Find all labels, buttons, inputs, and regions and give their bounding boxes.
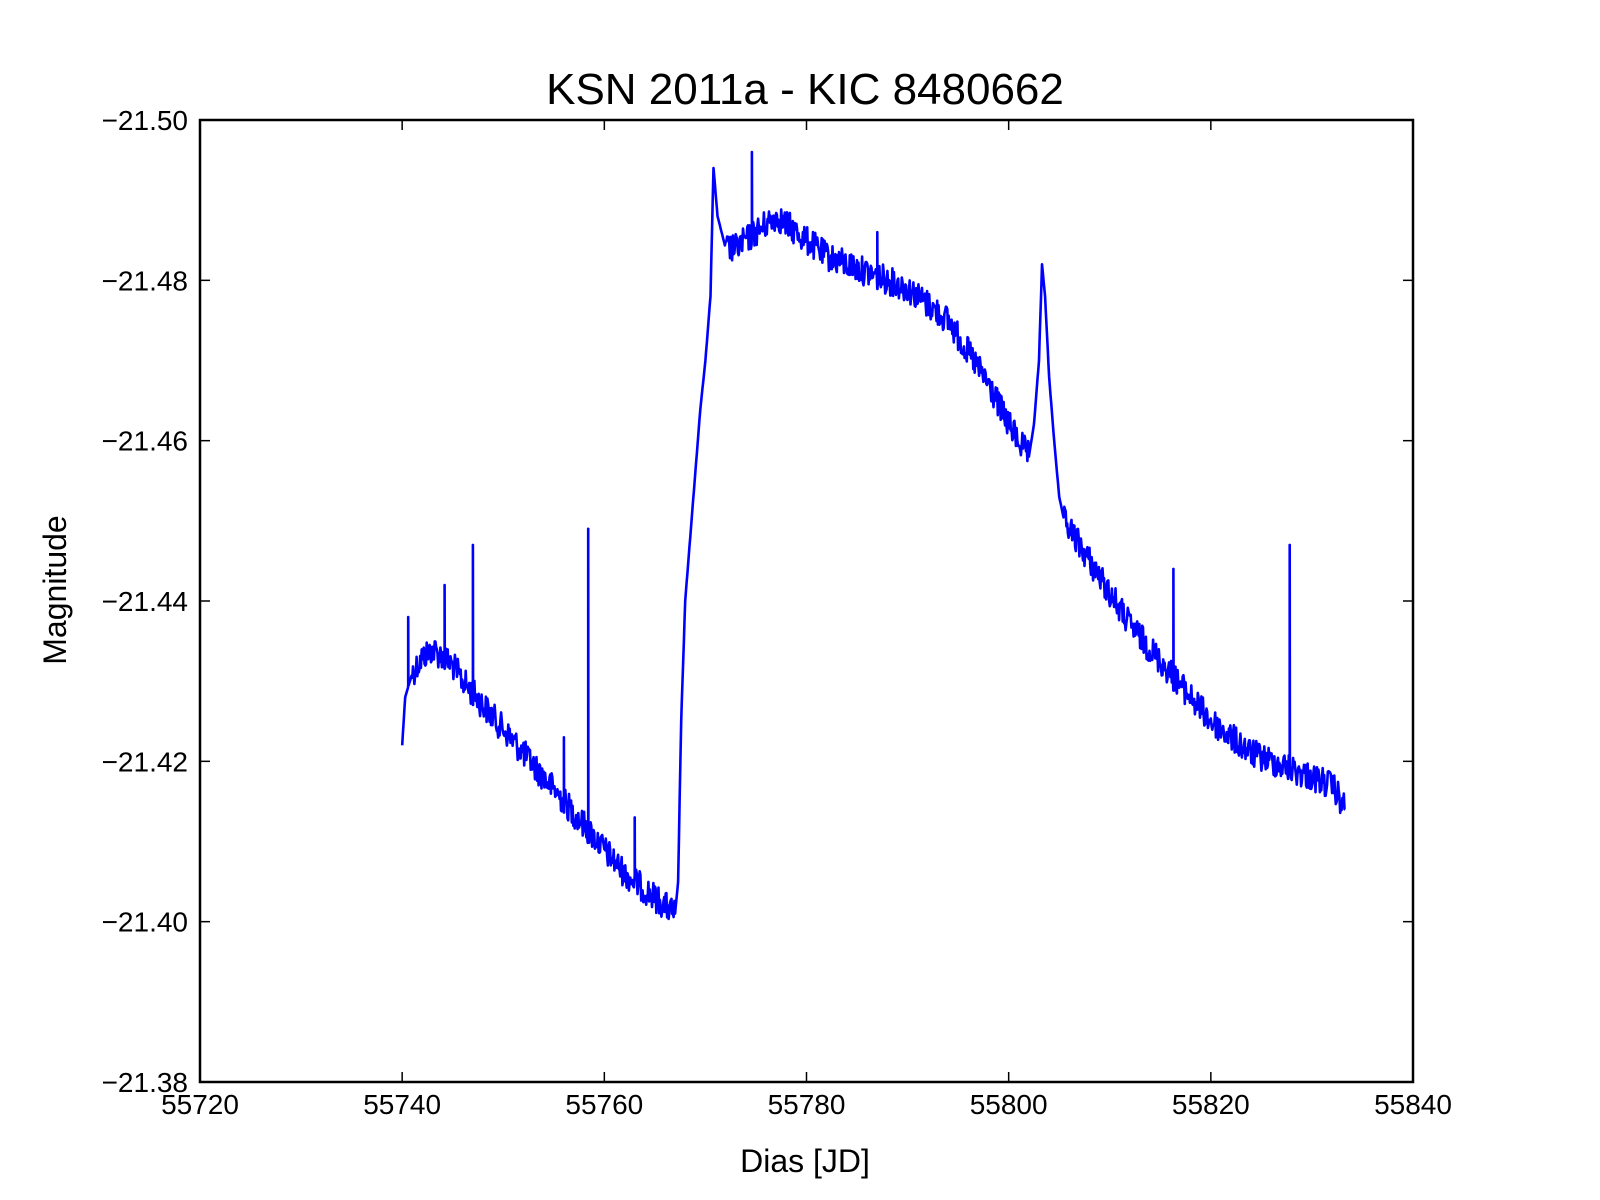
x-tick-label: 55780 xyxy=(768,1089,846,1120)
x-axis-title: Dias [JD] xyxy=(740,1143,870,1179)
y-tick-label: −21.46 xyxy=(102,426,188,457)
y-tick-label: −21.48 xyxy=(102,265,188,296)
y-tick-label: −21.44 xyxy=(102,586,188,617)
y-tick-label: −21.50 xyxy=(102,105,188,136)
x-tick-label: 55840 xyxy=(1374,1089,1452,1120)
series-line xyxy=(400,150,1346,921)
chart-title: KSN 2011a - KIC 8480662 xyxy=(546,65,1064,114)
x-tick-label: 55820 xyxy=(1172,1089,1250,1120)
x-tick-label: 55800 xyxy=(970,1089,1048,1120)
y-axis-title: Magnitude xyxy=(37,515,73,664)
y-tick-label: −21.40 xyxy=(102,907,188,938)
x-tick-label: 55760 xyxy=(565,1089,643,1120)
plot-area xyxy=(400,150,1346,921)
x-tick-label: 55740 xyxy=(363,1089,441,1120)
axes: 55720 55740 55760 55780 55800 55820 55840 −21.5… xyxy=(102,105,1452,1120)
y-tick-label: −21.38 xyxy=(102,1067,188,1098)
plot-frame xyxy=(198,118,1415,1084)
y-tick-label: −21.42 xyxy=(102,746,188,777)
x-tick-label: 55720 xyxy=(161,1089,239,1120)
